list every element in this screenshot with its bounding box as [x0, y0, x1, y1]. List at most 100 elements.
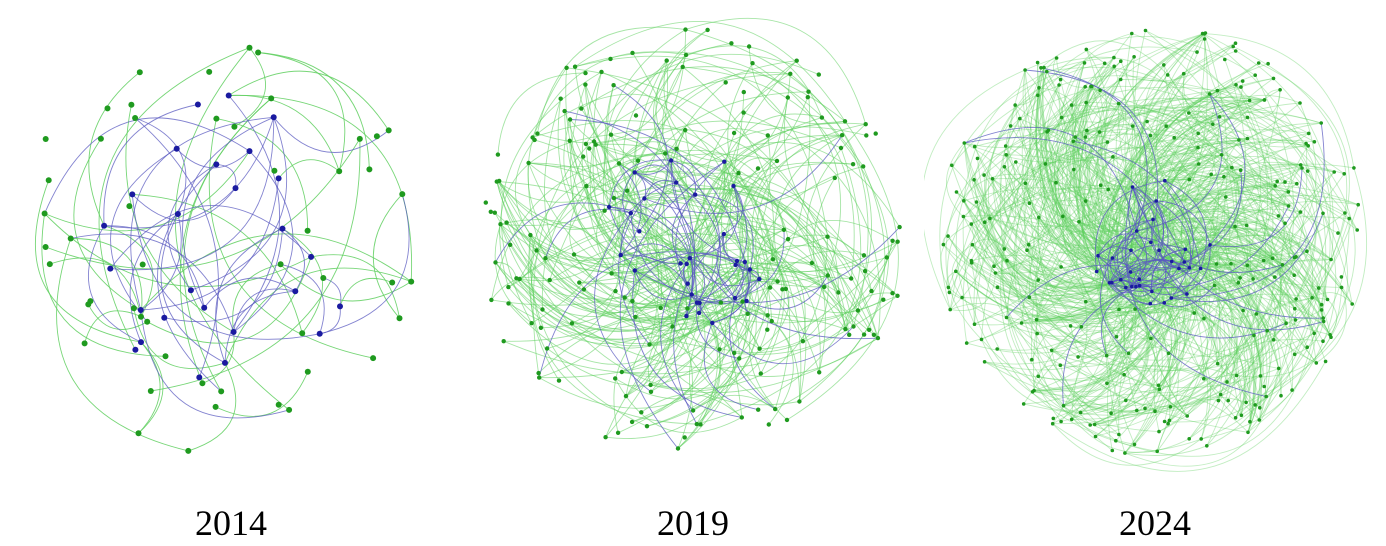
- green-node: [1261, 258, 1266, 263]
- green-edge: [1209, 244, 1277, 340]
- green-edge: [950, 272, 996, 311]
- green-node: [304, 227, 311, 234]
- green-node: [385, 127, 392, 134]
- green-node: [132, 115, 139, 121]
- blue-edge: [1109, 244, 1186, 283]
- blue-node: [1163, 178, 1167, 183]
- green-edge: [1167, 86, 1242, 269]
- blue-node: [1128, 270, 1133, 274]
- green-edge: [1150, 74, 1219, 339]
- green-edge: [974, 221, 1080, 326]
- green-node: [246, 44, 253, 51]
- green-node: [1298, 163, 1303, 167]
- green-node: [1323, 359, 1328, 364]
- green-edge: [1241, 183, 1327, 416]
- green-edge: [1024, 69, 1186, 250]
- green-node: [1082, 61, 1087, 65]
- green-node: [1097, 130, 1102, 134]
- green-edge: [1186, 398, 1219, 417]
- green-edge: [1078, 212, 1346, 267]
- green-node: [1332, 170, 1336, 174]
- green-edge: [593, 71, 692, 295]
- green-edge: [500, 219, 633, 302]
- green-node: [45, 177, 52, 184]
- green-edge: [735, 262, 850, 335]
- green-node: [1181, 71, 1186, 76]
- green-node: [1168, 405, 1173, 409]
- green-node: [1035, 60, 1040, 65]
- green-edge: [608, 187, 879, 339]
- green-node: [1105, 381, 1109, 386]
- green-edge: [1100, 184, 1221, 364]
- green-node: [366, 166, 373, 173]
- green-node: [864, 133, 869, 138]
- green-edge: [1036, 89, 1281, 321]
- green-node: [785, 236, 791, 242]
- green-edge: [1032, 213, 1324, 398]
- green-node: [1203, 31, 1208, 35]
- green-edge: [1061, 109, 1295, 258]
- green-edge: [1164, 302, 1228, 382]
- green-node: [1252, 333, 1256, 338]
- blue-edge: [716, 233, 736, 299]
- green-edge: [995, 246, 1317, 364]
- green-edge: [981, 117, 1086, 340]
- blue-node: [628, 210, 633, 216]
- green-node: [206, 68, 213, 75]
- green-node: [1078, 410, 1083, 415]
- green-node: [639, 410, 644, 415]
- green-node: [1084, 100, 1088, 105]
- green-edge: [685, 17, 867, 125]
- blue-node: [1162, 301, 1167, 305]
- green-edge: [536, 26, 686, 134]
- green-node: [529, 321, 534, 326]
- green-node: [1355, 228, 1359, 232]
- green-edge: [494, 212, 747, 323]
- network-panel-2024: 2024: [924, 0, 1386, 546]
- green-node: [948, 307, 952, 312]
- green-node: [255, 49, 262, 56]
- green-edge: [1240, 86, 1265, 101]
- green-node: [1253, 73, 1257, 77]
- green-edge: [1094, 116, 1220, 256]
- green-edge: [1085, 86, 1274, 418]
- green-edge: [689, 287, 771, 411]
- green-edge: [1203, 84, 1273, 319]
- green-edge: [1070, 303, 1151, 333]
- green-edge: [1026, 249, 1165, 314]
- green-node: [501, 339, 506, 344]
- green-edge: [1151, 291, 1176, 390]
- green-edge: [655, 29, 708, 161]
- green-node: [648, 389, 654, 394]
- green-node: [972, 322, 977, 327]
- green-edge: [1062, 216, 1180, 277]
- green-edge: [947, 201, 982, 340]
- green-edge: [1052, 423, 1202, 466]
- green-edge: [545, 161, 725, 273]
- green-node: [277, 261, 284, 268]
- green-node: [969, 258, 974, 263]
- green-node: [817, 370, 822, 375]
- green-node: [231, 123, 238, 130]
- blue-edge: [157, 164, 222, 392]
- node-group: [941, 28, 1360, 455]
- green-edge: [1158, 249, 1264, 433]
- green-node: [1083, 85, 1087, 89]
- green-node: [1058, 77, 1063, 82]
- green-edge: [985, 87, 1040, 298]
- green-edge: [1188, 167, 1282, 440]
- blue-edge: [1156, 200, 1211, 246]
- blue-edge: [273, 117, 389, 153]
- green-edge: [1173, 95, 1265, 138]
- green-edge: [1164, 298, 1297, 423]
- green-edge: [1006, 260, 1140, 303]
- green-edge: [1152, 218, 1256, 418]
- green-edge: [1158, 302, 1178, 386]
- green-edge: [1155, 33, 1211, 246]
- green-edge: [999, 69, 1249, 433]
- blue-edge: [1097, 237, 1190, 269]
- green-node: [1023, 68, 1027, 72]
- green-edge: [1235, 282, 1273, 419]
- green-node: [162, 353, 169, 360]
- blue-edge: [140, 309, 290, 419]
